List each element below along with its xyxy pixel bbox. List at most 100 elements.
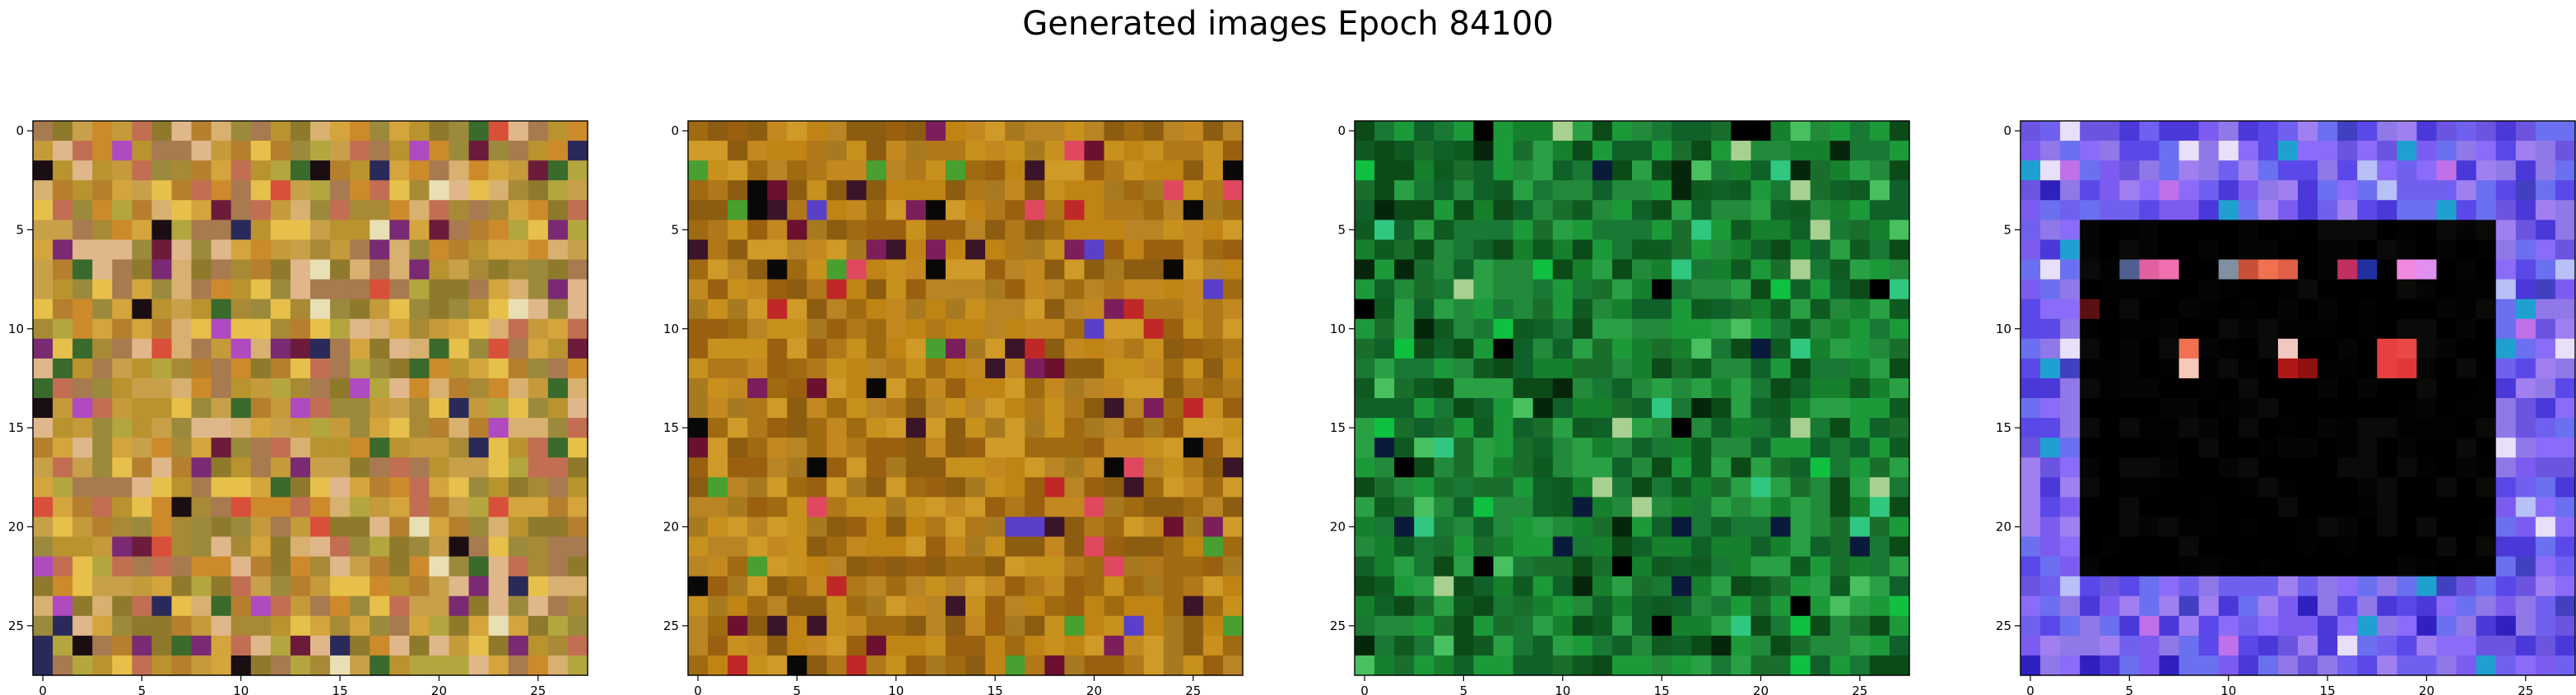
pixel (925, 121, 946, 141)
pixel (925, 477, 946, 498)
pixel (1513, 299, 1534, 320)
pixel (2416, 635, 2438, 656)
pixel (807, 576, 828, 597)
pixel (2416, 141, 2438, 161)
pixel (1513, 418, 1534, 438)
pixel (1104, 497, 1125, 518)
pixel (290, 517, 311, 538)
pixel (151, 536, 173, 558)
pixel (92, 220, 113, 241)
y-tick-label: 25 (663, 619, 679, 633)
pixel (547, 655, 569, 676)
pixel (1652, 160, 1672, 181)
pixel (1532, 239, 1554, 261)
pixel (567, 200, 588, 220)
pixel (2139, 576, 2160, 597)
pixel (1202, 279, 1224, 300)
pixel (112, 556, 133, 577)
pixel (1355, 595, 1375, 617)
pixel (1611, 358, 1633, 379)
pixel (708, 160, 728, 181)
pixel (2238, 180, 2259, 201)
pixel (330, 160, 351, 181)
pixel (389, 595, 410, 617)
pixel (1222, 497, 1244, 518)
pixel (1005, 576, 1025, 597)
pixel (2257, 378, 2279, 399)
pixel (728, 477, 748, 498)
pixel (2476, 180, 2497, 201)
pixel (925, 180, 946, 201)
pixel (1473, 418, 1495, 438)
pixel (2139, 477, 2160, 498)
pixel (409, 398, 430, 419)
pixel (965, 299, 986, 320)
pixel (688, 160, 709, 181)
pixel (567, 497, 588, 518)
pixel (2436, 378, 2457, 399)
pixel (171, 160, 193, 181)
pixel (1143, 536, 1165, 558)
pixel (132, 635, 153, 656)
pixel (1025, 438, 1045, 458)
pixel (1493, 655, 1514, 676)
pixel (1414, 517, 1434, 538)
pixel (2416, 220, 2438, 241)
pixel (2495, 655, 2517, 676)
pixel (2238, 457, 2259, 478)
pixel (708, 497, 728, 518)
pixel (528, 220, 549, 241)
x-tick-label: 25 (1852, 683, 1867, 695)
pixel (2535, 160, 2556, 181)
pixel (310, 497, 331, 518)
pixel (1414, 259, 1434, 280)
pixel (429, 220, 450, 241)
pixel (468, 220, 490, 241)
pixel (2198, 160, 2220, 181)
pixel (2535, 635, 2556, 656)
pixel (1830, 517, 1851, 538)
pixel (2337, 279, 2358, 300)
pixel (1202, 121, 1224, 141)
pixel (409, 477, 430, 498)
pixel (72, 200, 93, 220)
pixel (429, 160, 450, 181)
pixel (1163, 477, 1184, 498)
pixel (1770, 358, 1792, 379)
pixel (290, 141, 311, 161)
pixel (449, 438, 470, 458)
pixel (2080, 438, 2100, 458)
pixel (1493, 299, 1514, 320)
pixel (1453, 477, 1475, 498)
pixel (708, 318, 728, 340)
pixel (886, 220, 907, 241)
pixel (1084, 536, 1105, 558)
pixel (2555, 141, 2576, 161)
pixel (2277, 378, 2299, 399)
pixel (1493, 378, 1514, 399)
pixel (1513, 457, 1534, 478)
pixel (1374, 615, 1395, 637)
pixel (1810, 299, 1831, 320)
pixel (2257, 418, 2279, 438)
pixel (488, 220, 509, 241)
pixel (350, 200, 370, 220)
pixel (1222, 279, 1244, 300)
pixel (389, 141, 410, 161)
x-tick-label: 15 (332, 683, 348, 695)
pixel (1453, 338, 1475, 359)
pixel (2020, 220, 2041, 241)
pixel (270, 358, 291, 379)
pixel (2080, 595, 2100, 617)
pixel (767, 438, 788, 458)
pixel (1572, 655, 1593, 676)
pixel (2139, 398, 2160, 419)
pixel (1163, 299, 1184, 320)
pixel (1889, 358, 1910, 379)
pixel (1394, 160, 1415, 181)
pixel (1592, 457, 1613, 478)
pixel (2139, 338, 2160, 359)
pixel (1830, 438, 1851, 458)
pixel (2357, 299, 2378, 320)
pixel (230, 655, 252, 676)
